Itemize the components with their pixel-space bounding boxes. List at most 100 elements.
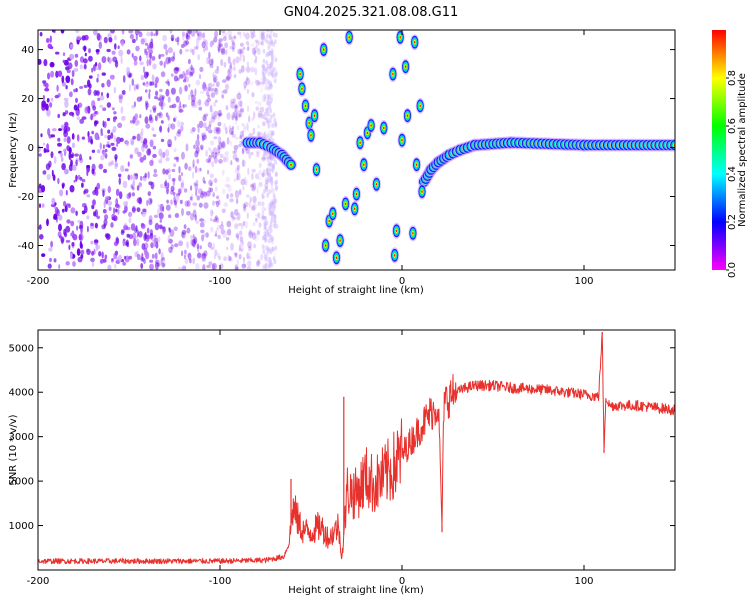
noise-speckle — [107, 185, 112, 194]
noise-speckle — [102, 107, 107, 111]
noise-speckle — [258, 169, 263, 176]
noise-speckle — [213, 178, 217, 183]
noise-speckle — [274, 245, 278, 251]
arc-blob — [410, 34, 420, 51]
noise-speckle — [238, 189, 242, 196]
noise-speckle — [234, 208, 239, 216]
noise-speckle — [43, 147, 47, 154]
noise-speckle — [161, 96, 164, 104]
noise-speckle — [190, 213, 194, 221]
noise-speckle — [257, 48, 261, 56]
noise-speckle — [215, 81, 220, 88]
noise-speckle — [271, 73, 275, 79]
noise-speckle — [184, 249, 187, 255]
noise-speckle — [47, 43, 53, 49]
noise-speckle — [212, 72, 215, 78]
noise-speckle — [69, 185, 75, 193]
noise-speckle — [270, 262, 274, 268]
noise-speckle — [186, 35, 191, 40]
noise-speckle — [135, 225, 138, 232]
noise-speckle — [262, 58, 266, 64]
noise-speckle — [254, 213, 260, 217]
noise-speckle — [80, 249, 85, 255]
noise-speckle — [242, 256, 246, 260]
noise-speckle — [38, 58, 42, 65]
noise-speckle — [75, 97, 78, 103]
noise-speckle — [192, 67, 195, 75]
noise-speckle — [201, 134, 207, 141]
noise-speckle — [197, 54, 201, 61]
noise-speckle — [38, 153, 42, 157]
noise-speckle — [172, 51, 176, 60]
noise-speckle — [227, 68, 231, 76]
noise-speckle — [66, 203, 70, 207]
noise-speckle — [202, 32, 206, 39]
noise-speckle — [106, 48, 111, 53]
noise-speckle — [195, 220, 200, 224]
noise-speckle — [243, 66, 247, 72]
noise-speckle — [178, 105, 183, 114]
noise-speckle — [255, 150, 261, 154]
noise-speckle — [192, 171, 195, 179]
noise-speckle — [239, 99, 243, 108]
noise-speckle — [65, 239, 71, 243]
noise-speckle — [152, 145, 157, 150]
noise-speckle — [262, 264, 266, 270]
noise-speckle — [255, 173, 259, 180]
noise-speckle — [203, 122, 207, 129]
noise-speckle — [117, 208, 120, 215]
noise-speckle — [231, 42, 236, 50]
noise-speckle — [188, 94, 191, 101]
noise-speckle — [214, 30, 219, 38]
noise-speckle — [256, 151, 260, 158]
noise-speckle — [170, 199, 173, 205]
noise-speckle — [269, 63, 273, 69]
noise-speckle — [271, 167, 275, 173]
noise-speckle — [94, 222, 98, 229]
noise-speckle — [44, 87, 50, 92]
noise-speckle — [207, 82, 213, 89]
noise-speckle — [99, 142, 103, 150]
noise-speckle — [96, 149, 101, 154]
arc-blob — [319, 41, 329, 58]
noise-speckle — [64, 205, 68, 213]
noise-speckle — [273, 39, 277, 45]
noise-speckle — [257, 110, 262, 118]
noise-speckle — [103, 36, 108, 44]
noise-speckle — [265, 33, 269, 39]
noise-speckle — [231, 36, 234, 45]
noise-speckle — [186, 227, 191, 234]
noise-speckle — [261, 206, 266, 213]
noise-speckle — [156, 112, 162, 117]
noise-speckle — [173, 226, 178, 232]
noise-speckle — [174, 67, 180, 71]
noise-speckle — [158, 224, 164, 230]
noise-speckle — [204, 100, 210, 107]
noise-speckle — [184, 258, 189, 265]
noise-speckle — [101, 83, 105, 88]
noise-speckle — [148, 197, 152, 206]
noise-speckle — [175, 95, 180, 103]
noise-speckle — [221, 142, 225, 148]
noise-speckle — [91, 67, 94, 73]
noise-speckle — [86, 170, 89, 177]
noise-speckle — [132, 186, 135, 191]
noise-speckle — [208, 87, 211, 92]
noise-speckle — [102, 209, 107, 214]
noise-speckle — [196, 133, 200, 141]
spectrogram-xtick-label: 0 — [399, 276, 405, 287]
noise-speckle — [165, 80, 169, 84]
noise-speckle — [217, 136, 222, 144]
noise-speckle — [154, 214, 158, 218]
noise-speckle — [218, 255, 221, 261]
noise-speckle — [243, 86, 246, 91]
snr-series-line — [38, 331, 675, 565]
noise-speckle — [243, 125, 247, 133]
noise-speckle — [152, 134, 157, 137]
noise-speckle — [250, 66, 256, 73]
noise-speckle — [193, 100, 199, 109]
noise-speckle — [57, 137, 61, 142]
noise-speckle — [217, 147, 221, 154]
noise-speckle — [62, 59, 66, 64]
noise-speckle — [191, 48, 195, 56]
